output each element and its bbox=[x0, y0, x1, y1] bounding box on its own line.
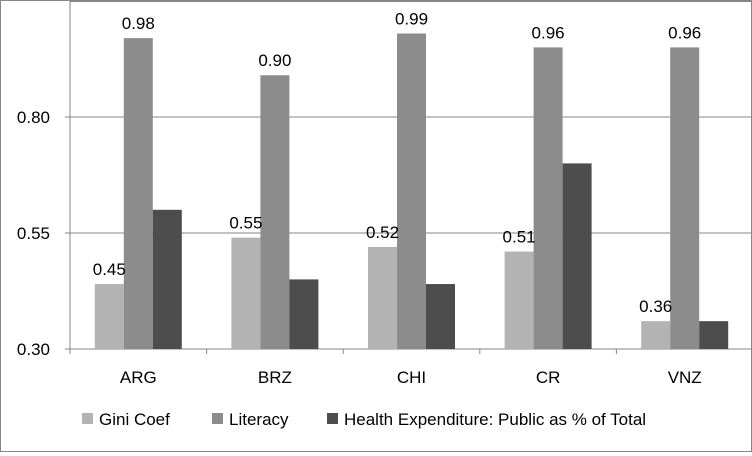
data-label: 0.99 bbox=[395, 9, 428, 28]
y-tick-label: 0.55 bbox=[17, 224, 50, 243]
bar bbox=[670, 47, 700, 350]
bar bbox=[504, 251, 534, 349]
data-label: 0.45 bbox=[93, 260, 126, 279]
data-label: 0.51 bbox=[503, 228, 536, 247]
data-label: 0.90 bbox=[258, 51, 291, 70]
x-tick-label: CR bbox=[536, 368, 561, 387]
legend-label: Health Expenditure: Public as % of Total bbox=[344, 410, 646, 429]
bar bbox=[260, 75, 290, 350]
legend-swatch bbox=[82, 413, 93, 424]
x-tick-label: CHI bbox=[397, 368, 426, 387]
legend-label: Gini Coef bbox=[99, 410, 170, 429]
bar bbox=[289, 279, 319, 349]
bar bbox=[397, 33, 426, 349]
y-tick-label: 0.30 bbox=[17, 340, 50, 359]
data-label: 0.36 bbox=[639, 297, 672, 316]
data-label: 0.55 bbox=[229, 214, 262, 233]
bar bbox=[152, 209, 182, 349]
bar bbox=[533, 47, 563, 350]
legend-swatch bbox=[212, 413, 223, 424]
data-label: 0.96 bbox=[668, 23, 701, 42]
data-label: 0.52 bbox=[366, 223, 399, 242]
bar bbox=[426, 284, 455, 349]
bar bbox=[641, 321, 671, 349]
x-tick-label: BRZ bbox=[258, 368, 292, 387]
data-label: 0.98 bbox=[122, 14, 155, 33]
legend-swatch bbox=[327, 413, 338, 424]
x-tick-label: ARG bbox=[120, 368, 157, 387]
legend-label: Literacy bbox=[229, 410, 289, 429]
bar bbox=[123, 38, 153, 350]
bar bbox=[562, 163, 592, 349]
bar bbox=[368, 246, 397, 349]
y-tick-label: 0.80 bbox=[17, 108, 50, 127]
bar bbox=[231, 237, 261, 349]
data-label: 0.96 bbox=[532, 23, 565, 42]
x-tick-label: VNZ bbox=[668, 368, 702, 387]
bar bbox=[94, 284, 124, 349]
bar bbox=[699, 321, 729, 349]
